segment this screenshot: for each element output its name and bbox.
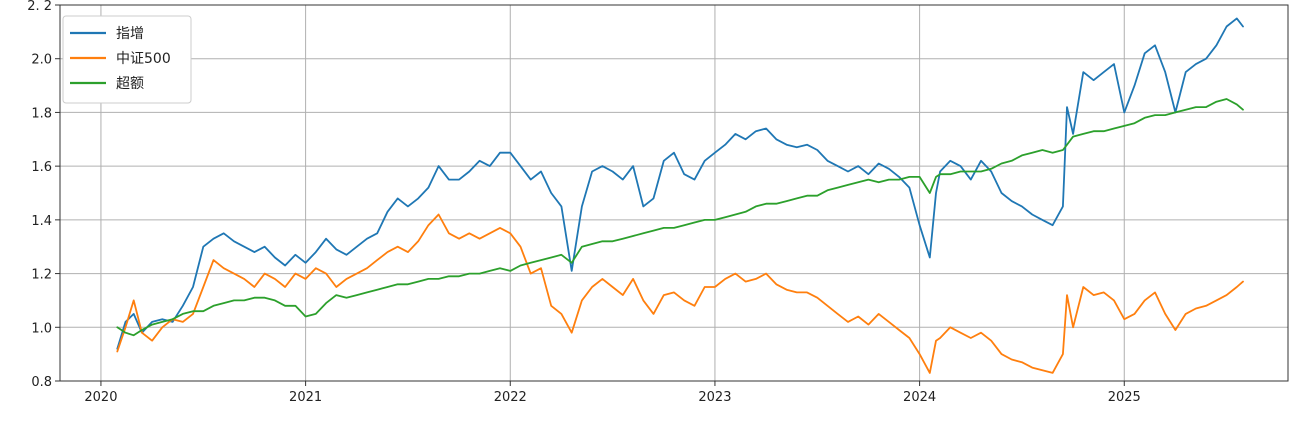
legend-label: 中证500 [116,51,171,67]
x-tick-label: 2025 [1108,390,1141,405]
plot-frame [59,4,1289,382]
y-tick-label: 1.4 [31,214,52,229]
legend-label: 指增 [116,26,144,42]
y-tick-label: 0.8 [31,375,52,390]
y-tick-label: 1.0 [31,321,52,336]
legend-box [62,15,192,104]
x-tick-label: 2022 [494,390,527,405]
x-tick-label: 2021 [289,390,322,405]
y-tick-label: 1.8 [31,106,52,121]
plot-area [60,5,1288,381]
series-lines [116,17,1244,374]
axis-ticks: 2020 2021 2022 2023 2024 2025 0.8 1.0 1.2 1.4 1.6 1… [27,0,1141,405]
series-line-1 [116,213,1244,374]
y-tick-label: 2. 2 [27,0,52,14]
x-tick-label: 2024 [903,390,936,405]
series-line-2 [116,98,1244,337]
series-line-0 [116,17,1244,350]
y-tick-label: 1.2 [31,268,52,283]
x-tick-label: 2020 [84,390,117,405]
y-tick-label: 1.6 [31,160,52,175]
y-tick-label: 2.0 [31,53,52,68]
x-tick-label: 2023 [698,390,731,405]
legend-label: 超额 [116,76,144,92]
